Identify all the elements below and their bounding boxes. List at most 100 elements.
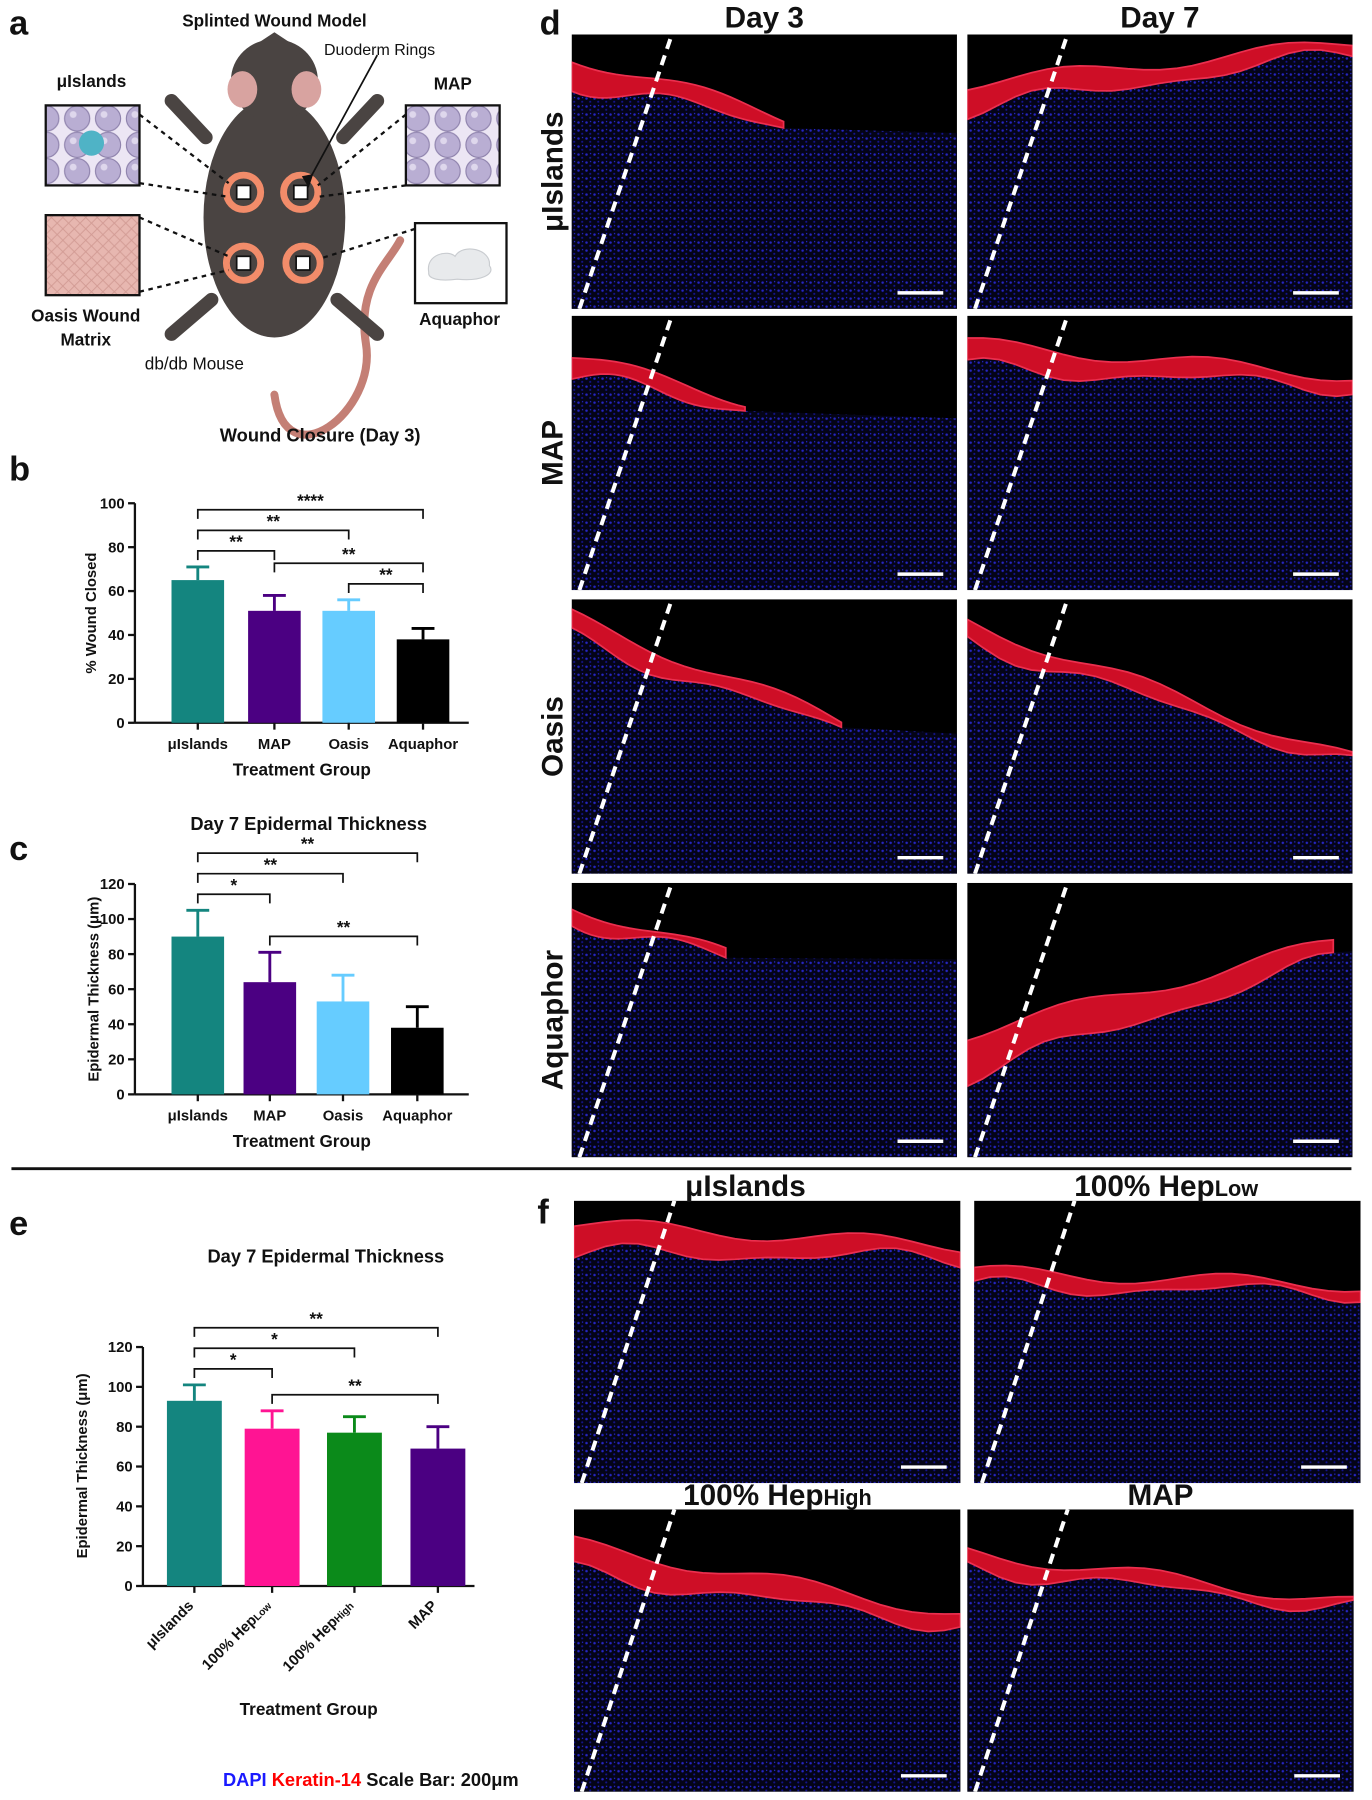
dapi-tissue — [571, 374, 957, 591]
micrograph-content — [571, 882, 957, 1158]
significance-label: ** — [342, 544, 356, 564]
bar — [410, 1448, 466, 1586]
micrograph-content — [974, 1200, 1361, 1484]
y-tick-label: 80 — [108, 947, 125, 963]
y-tick-label: 20 — [116, 1539, 133, 1555]
dapi-tissue — [967, 1561, 1354, 1792]
x-tick-label-sub: High — [333, 1601, 357, 1625]
wound-edge — [579, 1200, 677, 1484]
wound-edge — [579, 1509, 677, 1792]
chart-title: Day 7 Epidermal Thickness — [190, 813, 427, 834]
significance-label: **** — [297, 490, 324, 510]
y-tick-label: 80 — [108, 540, 125, 556]
dapi-tissue — [571, 926, 957, 1158]
y-tick-label: 0 — [116, 1088, 124, 1104]
x-axis-label: Treatment Group — [233, 1131, 371, 1151]
bar — [322, 610, 376, 723]
micrograph — [967, 882, 1353, 1158]
y-tick-label: 40 — [108, 1017, 125, 1033]
micrograph-content — [573, 1200, 961, 1484]
micrograph — [573, 1509, 961, 1792]
micrograph — [573, 1200, 961, 1484]
error-bar — [331, 973, 355, 1002]
error-bar — [186, 565, 210, 581]
micrograph — [571, 34, 957, 309]
wound-edge — [973, 34, 1070, 309]
dapi-tissue — [974, 1276, 1361, 1484]
significance-bracket — [196, 893, 271, 904]
micrograph-content — [967, 1509, 1354, 1792]
image-label: MAP — [1127, 1479, 1193, 1512]
x-tick-label: μIslands — [168, 1109, 228, 1125]
keratin-band — [573, 1219, 961, 1269]
row-label: Oasis — [537, 696, 570, 777]
dapi-tissue — [573, 1561, 961, 1792]
significance-bracket — [347, 582, 424, 593]
keratin-band — [967, 337, 1353, 398]
wound-edge — [973, 315, 1070, 591]
column-label: Day 3 — [725, 2, 804, 35]
error-bar — [186, 908, 210, 937]
micrograph-content — [571, 315, 957, 591]
dapi-tissue — [967, 636, 1353, 874]
row-label: MAP — [537, 420, 570, 486]
x-tick-label: μIslands — [143, 1598, 197, 1652]
dapi-tissue — [571, 91, 957, 309]
x-tick-label: Oasis — [323, 1109, 363, 1125]
legend-item: Keratin-14 — [272, 1769, 362, 1790]
x-tick-label-sub: Low — [252, 1600, 275, 1623]
callout: Duoderm Rings — [324, 42, 435, 59]
chart-title: Wound Closure (Day 3) — [220, 425, 421, 446]
bar — [171, 580, 225, 723]
bar — [243, 982, 297, 1095]
diagram-label: Aquaphor — [419, 309, 500, 329]
keratin-band — [974, 1264, 1361, 1304]
significance-label: ** — [229, 531, 243, 551]
significance-label: ** — [337, 917, 351, 937]
x-tick-label: Oasis — [328, 737, 368, 753]
micrograph-content — [967, 599, 1353, 874]
wound-edge — [973, 1509, 1070, 1792]
row-label: μIslands — [537, 111, 570, 232]
y-tick-label: 80 — [116, 1420, 133, 1436]
significance-label: ** — [264, 854, 278, 874]
y-tick-label: 0 — [116, 716, 124, 732]
panel-label: b — [9, 450, 30, 488]
error-bar — [426, 1425, 450, 1449]
x-axis-label: Treatment Group — [240, 1699, 378, 1719]
significance-label: * — [230, 875, 237, 895]
image-label: 100% HepHigh — [683, 1479, 872, 1512]
error-bar — [182, 1383, 206, 1401]
y-tick-label: 60 — [108, 584, 125, 600]
micrograph — [967, 599, 1353, 874]
micrograph — [974, 1200, 1361, 1484]
x-tick-label: Aquaphor — [382, 1109, 452, 1125]
x-tick-label: MAP — [406, 1598, 441, 1633]
error-bar — [258, 950, 282, 983]
micrograph-content — [571, 599, 957, 874]
y-axis-label: % Wound Closed — [84, 552, 100, 673]
legend-item: DAPI — [223, 1769, 267, 1790]
image-label-main: μIslands — [685, 1170, 806, 1203]
diagram-label: MAP — [434, 73, 472, 93]
y-tick-label: 40 — [116, 1499, 133, 1515]
x-tick-label: MAP — [258, 737, 291, 753]
significance-label: ** — [267, 511, 281, 531]
image-label-main: 100% Hep — [683, 1479, 823, 1512]
bar — [166, 1400, 222, 1586]
significance-label: ** — [379, 564, 393, 584]
x-tick-label-main: 100% Hep — [280, 1614, 341, 1675]
significance-bracket — [196, 872, 344, 883]
micrograph — [571, 882, 957, 1158]
wound-edge — [577, 882, 674, 1158]
x-axis-label: Treatment Group — [233, 759, 371, 779]
micrograph-content — [967, 315, 1353, 591]
bar — [391, 1027, 444, 1095]
x-tick-label-main: 100% Hep — [199, 1613, 260, 1674]
significance-label: * — [271, 1329, 278, 1349]
significance-bracket — [268, 935, 419, 946]
y-tick-label: 100 — [100, 912, 125, 928]
diagram-label: μIslands — [57, 71, 127, 91]
significance-label: ** — [309, 1308, 323, 1328]
error-bar — [405, 1005, 429, 1028]
